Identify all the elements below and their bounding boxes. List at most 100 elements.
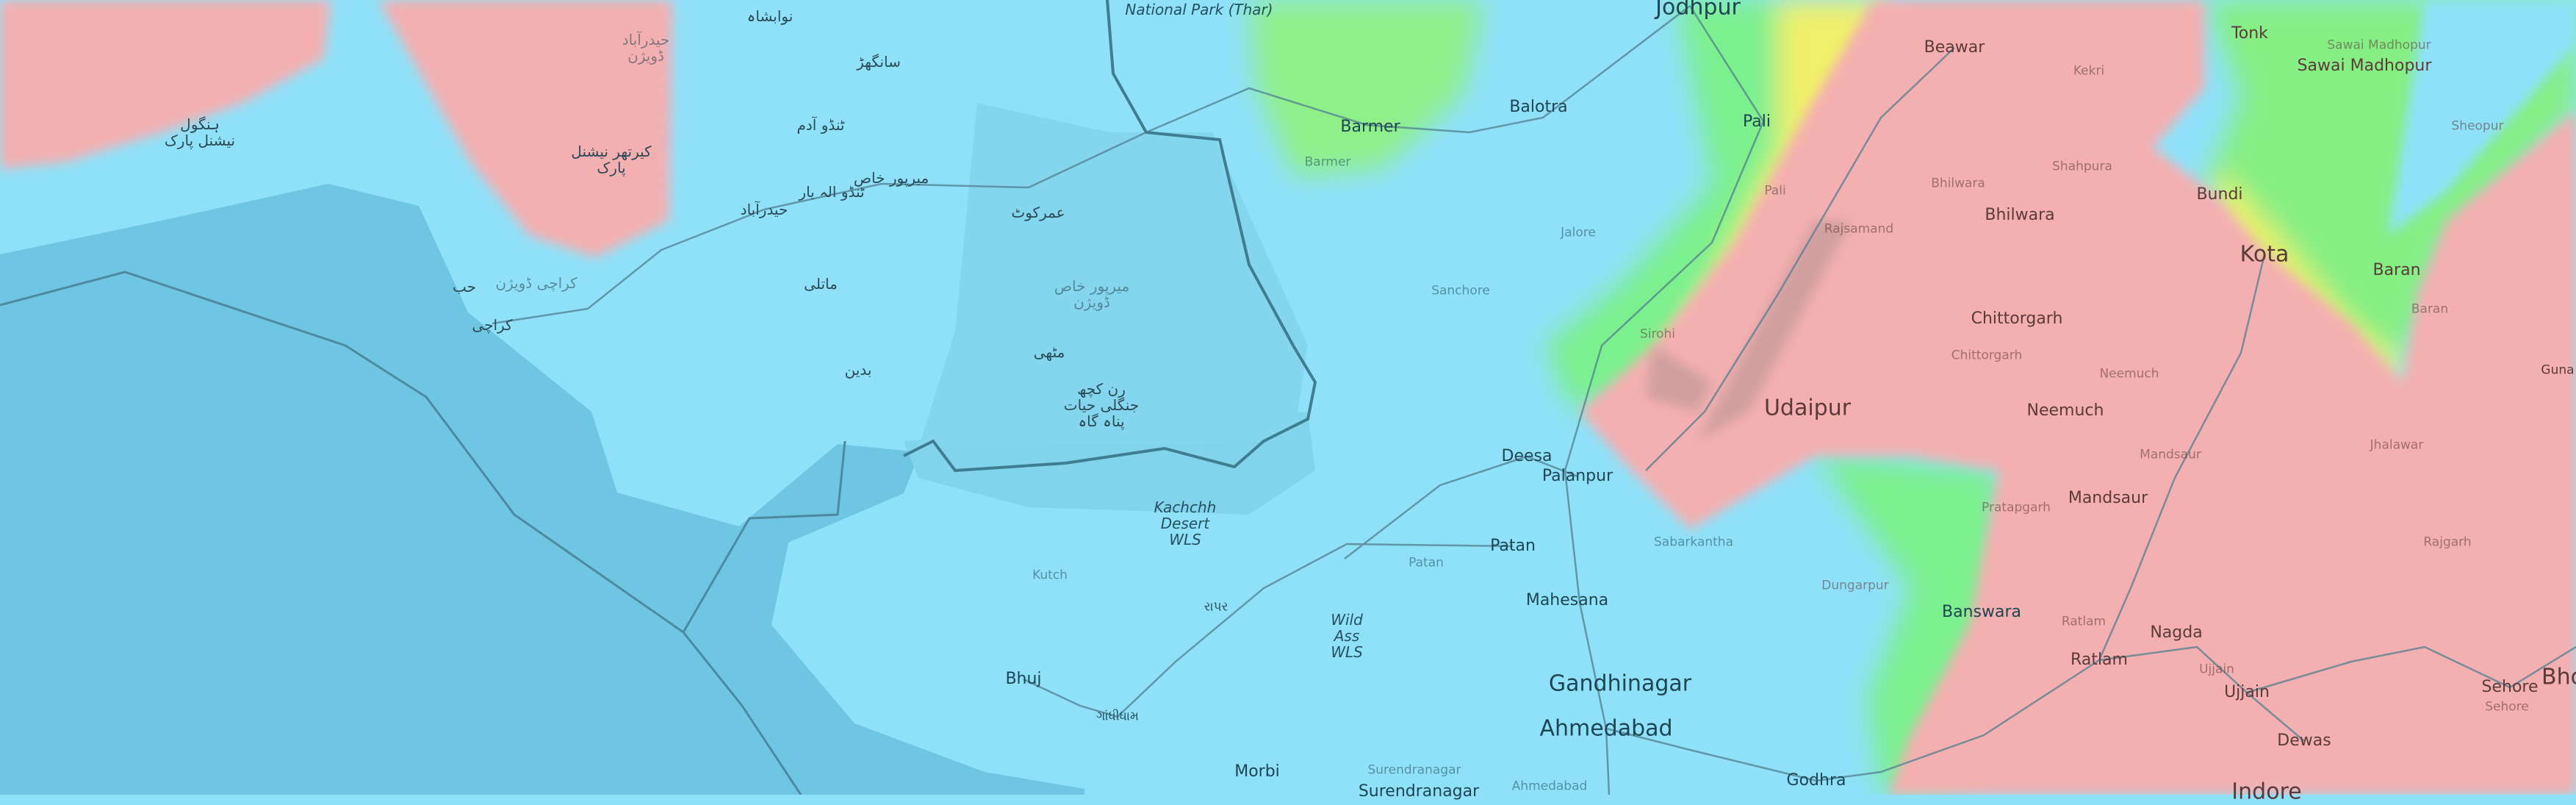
arabian-sea xyxy=(0,184,1084,795)
label-kachchh-desert-wls: Kachchh Desert WLS xyxy=(1154,498,1217,548)
label-tando-allahyar[interactable]: ٹنڈو الہ یار xyxy=(799,183,865,201)
label-bundi[interactable]: Bundi xyxy=(2196,185,2243,204)
label-palanpur[interactable]: Palanpur xyxy=(1541,466,1613,485)
aravalli-ridge xyxy=(1697,221,1852,441)
label-bhilwara-district: Bhilwara xyxy=(1931,176,1985,191)
road-kota-ujjain xyxy=(2097,254,2305,742)
label-sanghar[interactable]: سانگھڑ xyxy=(857,53,901,71)
label-national-park-thar: National Park (Thar) xyxy=(1125,1,1273,18)
label-mandsaur[interactable]: Mandsaur xyxy=(2068,488,2148,507)
label-godhra[interactable]: Godhra xyxy=(1786,770,1846,790)
label-surendranagar[interactable]: Surendranagar xyxy=(1358,781,1480,801)
label-baran-district: Baran xyxy=(2411,301,2449,317)
label-sheopur: Sheopur xyxy=(2451,118,2504,134)
road-karachi-hyderabad xyxy=(492,208,765,325)
thar-desert-tint xyxy=(918,103,1308,448)
label-kirthar-national-park: کیرتھر نیشنل پارک xyxy=(571,143,652,176)
label-bhilwara[interactable]: Bhilwara xyxy=(1985,205,2055,224)
label-tonk[interactable]: Tonk xyxy=(2231,24,2268,43)
label-neemuch[interactable]: Neemuch xyxy=(2026,401,2104,420)
label-sawai-madhopur-district: Sawai Madhopur xyxy=(2327,37,2431,53)
label-baran[interactable]: Baran xyxy=(2372,260,2421,279)
label-bhopal[interactable]: Bho xyxy=(2541,664,2576,690)
road-sehore-ujjain xyxy=(2246,645,2576,694)
label-gandhinagar[interactable]: Gandhinagar xyxy=(1548,670,1692,697)
label-pali[interactable]: Pali xyxy=(1743,112,1771,131)
label-sawai-madhopur[interactable]: Sawai Madhopur xyxy=(2297,56,2432,75)
label-gandhidham[interactable]: ગાંધીધામ xyxy=(1095,709,1140,724)
label-hyderabad-division: حیدرآباد ڈویژن xyxy=(622,31,670,65)
international-border xyxy=(903,0,1317,473)
chambal-river-blue xyxy=(2388,0,2576,235)
label-dungarpur: Dungarpur xyxy=(1821,578,1889,593)
label-mirpur-khas-division: میرپور خاص ڈویژن xyxy=(1054,277,1130,311)
label-nawabshah[interactable]: نوابشاہ xyxy=(746,7,794,25)
kirthar-range xyxy=(378,0,672,257)
label-barmer[interactable]: Barmer xyxy=(1340,117,1400,136)
label-sirohi: Sirohi xyxy=(1639,326,1676,342)
label-balotra[interactable]: Balotra xyxy=(1509,97,1568,116)
label-karachi-division: کراچی ڈویژن xyxy=(495,274,578,292)
indo-pak-rann-border xyxy=(682,440,846,633)
mewar-hills xyxy=(1646,346,1712,412)
label-badin[interactable]: بدین xyxy=(844,361,872,379)
label-neemuch-district: Neemuch xyxy=(2099,366,2159,382)
label-pratapgarh: Pratapgarh xyxy=(1982,500,2051,515)
label-rapar[interactable]: રાપર xyxy=(1204,599,1228,615)
road-deesa-palanpur xyxy=(1344,455,1578,559)
road-beawar-udaipur xyxy=(1645,47,1955,471)
label-tando-adam[interactable]: ٹنڈو آدم xyxy=(796,116,845,134)
label-kekri: Kekri xyxy=(2073,63,2105,79)
label-patan[interactable]: Patan xyxy=(1490,536,1536,555)
label-mahesana[interactable]: Mahesana xyxy=(1525,590,1609,609)
label-karachi[interactable]: کراچی xyxy=(472,316,513,334)
label-patan-district: Patan xyxy=(1408,555,1444,570)
label-nagda[interactable]: Nagda xyxy=(2150,623,2203,642)
label-umerkot[interactable]: عمرکوٹ xyxy=(1011,204,1065,221)
label-sabarkantha: Sabarkantha xyxy=(1653,534,1734,550)
label-jalore: Jalore xyxy=(1561,225,1596,240)
label-dewas[interactable]: Dewas xyxy=(2277,731,2331,750)
label-kota[interactable]: Kota xyxy=(2239,241,2289,268)
label-ujjain[interactable]: Ujjain xyxy=(2224,682,2270,701)
label-morbi[interactable]: Morbi xyxy=(1234,762,1280,781)
label-mirpur-khas[interactable]: میرپور خاص xyxy=(853,169,929,187)
road-ahmedabad-godhra xyxy=(1605,659,2100,782)
label-mandsaur-district: Mandsaur xyxy=(2140,447,2201,462)
label-indore[interactable]: Indore xyxy=(2231,779,2302,805)
road-hyderabad-umerkot xyxy=(763,5,1691,211)
label-guna[interactable]: Guna xyxy=(2541,362,2575,378)
label-wild-ass-wls: Wild Ass WLS xyxy=(1331,611,1363,661)
label-pali-district: Pali xyxy=(1764,183,1786,198)
label-rajgarh: Rajgarh xyxy=(2423,534,2472,550)
label-ratlam-district: Ratlam xyxy=(2061,614,2107,629)
label-hyderabad[interactable]: حیدرآباد xyxy=(740,201,788,218)
label-beawar[interactable]: Beawar xyxy=(1924,37,1985,57)
label-rann-kutch-sanctuary: رن کچھ جنگلی حیات پناہ گاہ xyxy=(1063,380,1140,430)
label-chittorgarh[interactable]: Chittorgarh xyxy=(1971,309,2063,328)
label-hingol-national-park: ہنگول نیشنل پارک xyxy=(164,115,236,149)
chambal-valley-yellow xyxy=(2212,169,2410,382)
label-matli[interactable]: ماتلی xyxy=(804,275,838,293)
label-ahmedabad[interactable]: Ahmedabad xyxy=(1539,715,1673,742)
label-hub[interactable]: حب xyxy=(452,278,477,296)
label-udaipur[interactable]: Udaipur xyxy=(1763,395,1852,421)
label-bhuj[interactable]: Bhuj xyxy=(1005,669,1042,688)
road-bhuj-gandhidham xyxy=(1023,543,1514,718)
label-sanchore: Sanchore xyxy=(1431,283,1490,298)
label-deesa[interactable]: Deesa xyxy=(1501,446,1553,465)
label-kutch: Kutch xyxy=(1032,568,1068,583)
label-jodhpur[interactable]: Jodhpur xyxy=(1655,0,1741,21)
label-banswara[interactable]: Banswara xyxy=(1942,602,2021,621)
label-ujjain-district: Ujjain xyxy=(2199,662,2234,677)
label-barmer-district: Barmer xyxy=(1304,154,1351,170)
label-shahpura: Shahpura xyxy=(2052,159,2112,174)
label-sehore-district: Sehore xyxy=(2485,699,2529,715)
label-sehore[interactable]: Sehore xyxy=(2481,677,2539,696)
label-jhalawar: Jhalawar xyxy=(2370,437,2424,453)
road-jodhpur-ahmedabad xyxy=(1564,5,1765,795)
label-mithi[interactable]: مٹھی xyxy=(1033,343,1065,361)
label-ratlam[interactable]: Ratlam xyxy=(2070,650,2128,669)
label-ahmedabad-district: Ahmedabad xyxy=(1511,779,1588,794)
